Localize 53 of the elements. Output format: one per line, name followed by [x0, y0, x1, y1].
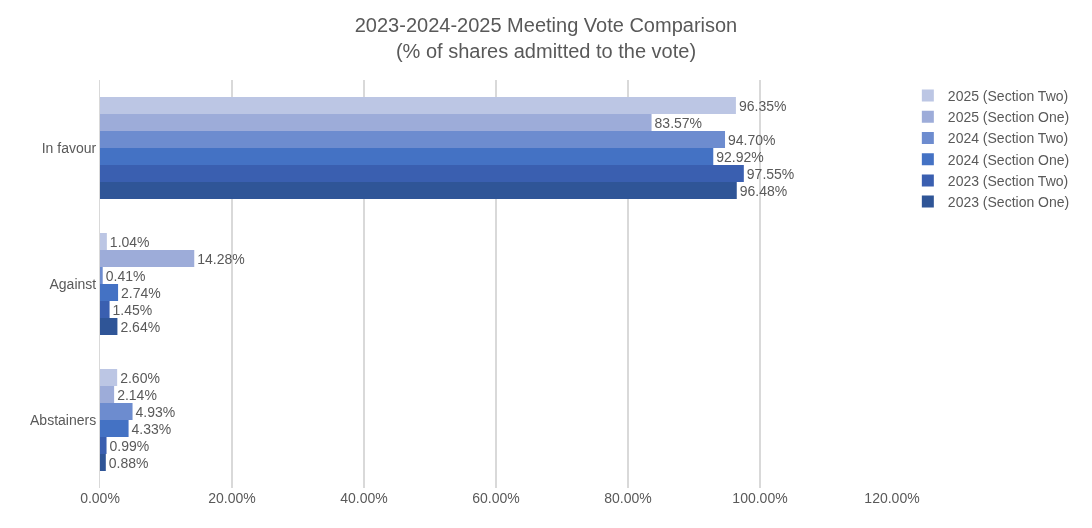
- data-label: 4.33%: [131, 420, 172, 437]
- data-label: 2.64%: [120, 318, 161, 335]
- bar: [100, 233, 107, 250]
- y-tick-label: Abstainers: [30, 411, 97, 428]
- data-label: 1.45%: [112, 301, 153, 318]
- bar: [100, 97, 736, 114]
- legend-label: 2023 (Section One): [947, 194, 1070, 211]
- x-tick-label: 60.00%: [472, 490, 520, 506]
- bar: [100, 250, 195, 267]
- data-label: 0.88%: [108, 454, 149, 471]
- bar: [100, 267, 103, 284]
- bar: [100, 148, 714, 165]
- data-label: 0.99%: [109, 437, 150, 454]
- data-label: 1.04%: [109, 233, 150, 250]
- chart-title: 2023-2024-2025 Meeting Vote Comparison (% of shares admitted to the vote): [354, 13, 738, 62]
- x-tick-label: 100.00%: [732, 490, 788, 506]
- data-label: 92.92%: [716, 148, 764, 165]
- bar: [100, 114, 652, 131]
- bar: [100, 454, 106, 471]
- data-label: 97.55%: [746, 165, 795, 182]
- x-tick-label: 20.00%: [208, 490, 256, 506]
- bar: [100, 403, 133, 420]
- bar: [100, 284, 119, 301]
- bar: [100, 301, 110, 318]
- legend-label: 2023 (Section Two): [947, 172, 1069, 189]
- legend-label: 2024 (Section Two): [947, 130, 1069, 147]
- y-tick-label: In favour: [41, 139, 97, 156]
- bar: [100, 131, 726, 148]
- legend-label: 2025 (Section Two): [947, 88, 1069, 105]
- legend-label: 2024 (Section One): [947, 151, 1070, 168]
- x-tick-label: 120.00%: [864, 490, 920, 506]
- bar: [100, 182, 737, 199]
- bar: [100, 437, 107, 454]
- y-tick-label: Against: [49, 275, 97, 292]
- x-tick-label: 0.00%: [80, 490, 120, 506]
- x-tick-label: 40.00%: [340, 490, 388, 506]
- data-label: 83.57%: [654, 114, 703, 131]
- data-label: 0.41%: [105, 267, 146, 284]
- data-label: 2.60%: [120, 369, 160, 386]
- data-label: 96.48%: [739, 182, 788, 199]
- data-label: 2.74%: [121, 284, 161, 301]
- bar: [100, 318, 118, 335]
- legend-label: 2025 (Section One): [947, 109, 1070, 126]
- bar: [100, 386, 115, 403]
- bar: [100, 165, 744, 182]
- data-label: 94.70%: [728, 131, 776, 148]
- bar: [100, 369, 118, 386]
- data-label: 2.14%: [117, 386, 157, 403]
- bar: [100, 420, 129, 437]
- data-label: 96.35%: [738, 97, 787, 114]
- x-tick-label: 80.00%: [604, 490, 652, 506]
- data-label: 14.28%: [197, 250, 245, 267]
- data-label: 4.93%: [135, 403, 176, 420]
